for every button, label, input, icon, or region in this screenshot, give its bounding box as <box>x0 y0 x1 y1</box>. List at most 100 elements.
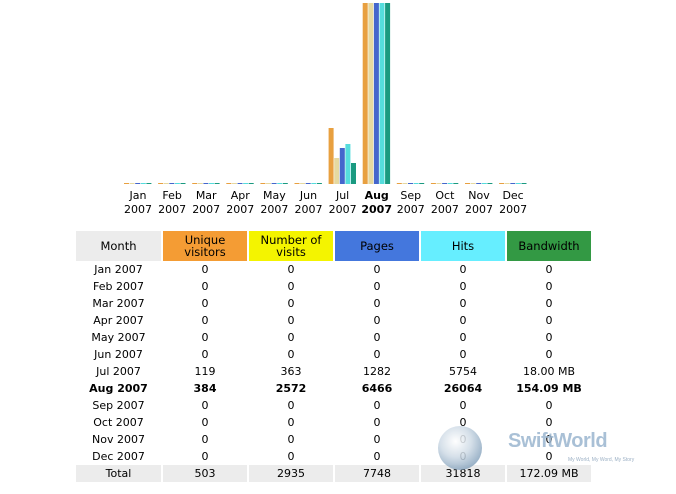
cell-hits: 0 <box>459 280 467 293</box>
bar-number-of-visits-oct <box>436 183 442 184</box>
cell-month: Mar 2007 <box>92 297 145 310</box>
bar-hits-aug <box>379 3 385 184</box>
bar-unique-visitors-feb <box>158 183 164 184</box>
bar-bandwidth-jul <box>351 163 356 184</box>
cell-bandwidth: 0 <box>545 314 553 327</box>
x-tick-label-year: 2007 <box>499 203 527 216</box>
bar-pages-jun <box>305 183 311 184</box>
cell-visitors: 0 <box>201 331 209 344</box>
bar-bandwidth-jan <box>146 183 152 184</box>
cell-bandwidth: 0 <box>545 416 553 429</box>
bar-hits-feb <box>174 183 180 184</box>
bar-hits-may <box>277 183 283 184</box>
bar-pages-jan <box>135 183 141 184</box>
bar-pages-aug <box>373 3 379 184</box>
cell-visitors: 0 <box>201 280 209 293</box>
x-tick-label-month: Dec <box>502 189 523 202</box>
cell-pages: 0 <box>373 314 381 327</box>
table-total-row: Total 503 2935 7748 31818 172.09 MB <box>76 465 591 482</box>
bar-pages-jul <box>339 148 345 184</box>
cell-month: Nov 2007 <box>92 433 145 446</box>
bar-hits-apr <box>243 183 249 184</box>
cell-bandwidth: 0 <box>545 331 553 344</box>
table-row: Mar 2007 0 0 0 0 0 <box>76 295 591 312</box>
x-tick-label-year: 2007 <box>295 203 323 216</box>
cell-pages: 0 <box>373 280 381 293</box>
bar-unique-visitors-aug <box>362 3 368 184</box>
bar-hits-jan <box>140 183 146 184</box>
bar-number-of-visits-aug <box>368 3 374 184</box>
cell-bandwidth: 0 <box>545 280 553 293</box>
cell-month: Apr 2007 <box>93 314 144 327</box>
bar-unique-visitors-may <box>260 183 266 184</box>
bar-unique-visitors-oct <box>430 183 436 184</box>
cell-bandwidth: 18.00 MB <box>522 365 576 378</box>
x-tick-label-month: Aug <box>365 189 389 202</box>
cell-pages: 0 <box>373 450 381 463</box>
cell-month: Dec 2007 <box>92 450 145 463</box>
bar-pages-mar <box>203 183 209 184</box>
cell-visits: 0 <box>287 263 295 276</box>
cell-hits: 5754 <box>449 365 477 378</box>
bar-number-of-visits-apr <box>231 183 237 184</box>
x-tick-label-month: Nov <box>468 189 490 202</box>
bar-bandwidth-apr <box>248 183 254 184</box>
cell-pages: 0 <box>373 348 381 361</box>
bar-number-of-visits-sep <box>402 183 408 184</box>
bar-hits-oct <box>447 183 453 184</box>
table-row: May 2007 0 0 0 0 0 <box>76 329 591 346</box>
cell-pages: 0 <box>373 331 381 344</box>
cell-visits: 0 <box>287 348 295 361</box>
x-tick-label-year: 2007 <box>465 203 493 216</box>
cell-visitors: 384 <box>193 382 217 395</box>
monthly-stats-table: Month Unique visitors Number of visits P… <box>74 231 593 482</box>
bar-hits-nov <box>481 183 487 184</box>
cell-visits: 0 <box>287 433 295 446</box>
cell-visitors: 119 <box>194 365 216 378</box>
header-hits: Hits <box>421 231 505 261</box>
bar-number-of-visits-jul <box>334 158 340 184</box>
x-tick-label-month: Jun <box>299 189 317 202</box>
bar-hits-mar <box>209 183 214 184</box>
bar-bandwidth-may <box>282 183 288 184</box>
x-tick-label-year: 2007 <box>397 203 425 216</box>
table-header-row: Month Unique visitors Number of visits P… <box>76 231 591 261</box>
cell-pages: 0 <box>373 433 381 446</box>
bar-hits-jul <box>345 144 351 184</box>
cell-bandwidth: 154.09 MB <box>516 382 582 395</box>
x-tick-label-month: Jan <box>129 189 147 202</box>
x-tick-label-month: May <box>263 189 286 202</box>
x-tick-label-month: Sep <box>400 189 421 202</box>
bar-pages-dec <box>510 183 516 184</box>
cell-bandwidth: 0 <box>545 297 553 310</box>
bar-hits-dec <box>515 183 521 184</box>
globe-orb-icon <box>438 426 482 470</box>
cell-month: Feb 2007 <box>93 280 144 293</box>
bar-pages-feb <box>169 183 175 184</box>
bar-bandwidth-nov <box>487 183 493 184</box>
cell-hits: 26064 <box>443 382 483 395</box>
cell-pages: 0 <box>373 416 381 429</box>
bar-number-of-visits-mar <box>197 183 203 184</box>
table-row: Aug 2007 384 2572 6466 26064 154.09 MB <box>76 380 591 397</box>
bar-pages-may <box>271 183 277 184</box>
cell-pages: 1282 <box>363 365 391 378</box>
cell-month: Jun 2007 <box>94 348 143 361</box>
bar-unique-visitors-apr <box>226 183 232 184</box>
header-pages: Pages <box>335 231 419 261</box>
cell-bandwidth: 0 <box>545 450 553 463</box>
cell-visits: 2935 <box>249 465 333 482</box>
bar-number-of-visits-nov <box>470 183 476 184</box>
watermark-tagline: My World, My Word, My Story <box>568 457 635 463</box>
x-tick-label-month: Apr <box>231 189 251 202</box>
cell-hits: 31818 <box>421 465 505 482</box>
cell-month: Jul 2007 <box>96 365 141 378</box>
x-tick-label-year: 2007 <box>158 203 186 216</box>
cell-visitors: 0 <box>201 314 209 327</box>
bar-pages-sep <box>408 183 413 184</box>
cell-hits: 0 <box>459 263 467 276</box>
cell-hits: 0 <box>459 348 467 361</box>
cell-month: Total <box>76 465 161 482</box>
x-tick-label-month: Jul <box>335 189 349 202</box>
x-tick-label-month: Oct <box>435 189 455 202</box>
